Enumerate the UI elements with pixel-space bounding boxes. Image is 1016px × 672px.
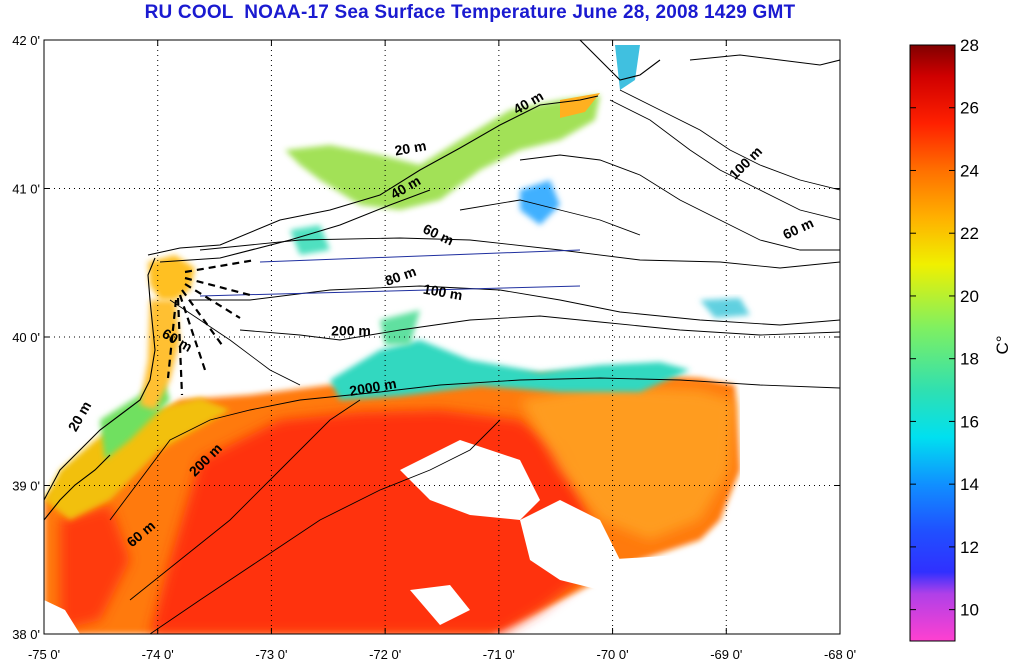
y-tick-label: 38 0' xyxy=(12,627,40,642)
graticule xyxy=(44,40,840,634)
x-tick-label: -69 0' xyxy=(710,647,742,662)
x-tick-label: -73 0' xyxy=(255,647,287,662)
colorbar-tick-label: 12 xyxy=(960,538,979,557)
sst-li-sound-patches xyxy=(285,95,600,210)
cloud-patch-5 xyxy=(44,600,80,634)
colorbar-tick-label: 26 xyxy=(960,99,979,118)
harbor-transects xyxy=(166,258,256,396)
colorbar-tick-label: 28 xyxy=(960,36,979,55)
sst-ny-bight xyxy=(148,255,195,300)
sst-cool-band xyxy=(330,340,690,400)
sst-offshore-cool-1 xyxy=(520,180,560,225)
shipping-lanes xyxy=(199,249,581,297)
cloud-patch-1 xyxy=(400,440,540,520)
x-tick-label: -74 0' xyxy=(142,647,174,662)
x-tick-label: -70 0' xyxy=(597,647,629,662)
sst-nj-coast xyxy=(140,300,180,410)
x-tick-label: -68 0' xyxy=(824,647,856,662)
sst-field xyxy=(44,45,840,634)
colorbar-ticks: 10 12 14 16 18 20 22 24 26 28 xyxy=(910,36,979,620)
colorbar-unit-label: C° xyxy=(993,335,1012,354)
x-tick-label: -72 0' xyxy=(369,647,401,662)
y-tick-label: 39 0' xyxy=(12,479,40,494)
colorbar-tick-label: 24 xyxy=(960,161,979,180)
y-tick-label: 41 0' xyxy=(12,182,40,197)
colorbar-tick-label: 20 xyxy=(960,287,979,306)
colorbar-tick-label: 16 xyxy=(960,412,979,431)
sst-offshore-cool-4 xyxy=(380,310,420,345)
map-title: RU COOL NOAA-17 Sea Surface Temperature … xyxy=(144,2,796,23)
x-tick-label: -75 0' xyxy=(28,647,60,662)
isobath-label: 200 m xyxy=(331,323,371,339)
colorbar-tick-label: 10 xyxy=(960,601,979,620)
cloud-patch-6 xyxy=(410,585,470,625)
isobath-label: 100 m xyxy=(422,281,464,304)
sst-cape-cod-warm xyxy=(560,93,600,118)
cloud-patch-3 xyxy=(595,555,840,634)
colorbar: 10 12 14 16 18 20 22 24 26 28 C° xyxy=(909,36,1012,642)
axes: -75 0' -74 0' -73 0' -72 0' -71 0' -70 0' -69 … xyxy=(12,33,856,662)
sst-coastal-yellow xyxy=(44,398,230,520)
cloud-patch-4 xyxy=(740,380,840,634)
sst-hot-core-2 xyxy=(60,505,130,630)
sst-offshore-cool-3 xyxy=(700,298,750,318)
sst-yellow-band xyxy=(520,385,735,540)
colorbar-tick-label: 18 xyxy=(960,350,979,369)
x-tick-label: -71 0' xyxy=(483,647,515,662)
y-tick-label: 40 0' xyxy=(12,330,40,345)
isobath-label: 20 m xyxy=(393,137,427,158)
coastline xyxy=(44,40,840,521)
cloud-patch-2 xyxy=(520,500,620,590)
sst-gom-strip xyxy=(615,45,640,90)
colorbar-gradient xyxy=(909,44,956,642)
isobaths xyxy=(109,89,840,634)
y-tick-label: 42 0' xyxy=(12,33,40,48)
colorbar-tick-label: 14 xyxy=(960,475,979,494)
colorbar-tick-label: 22 xyxy=(960,224,979,243)
